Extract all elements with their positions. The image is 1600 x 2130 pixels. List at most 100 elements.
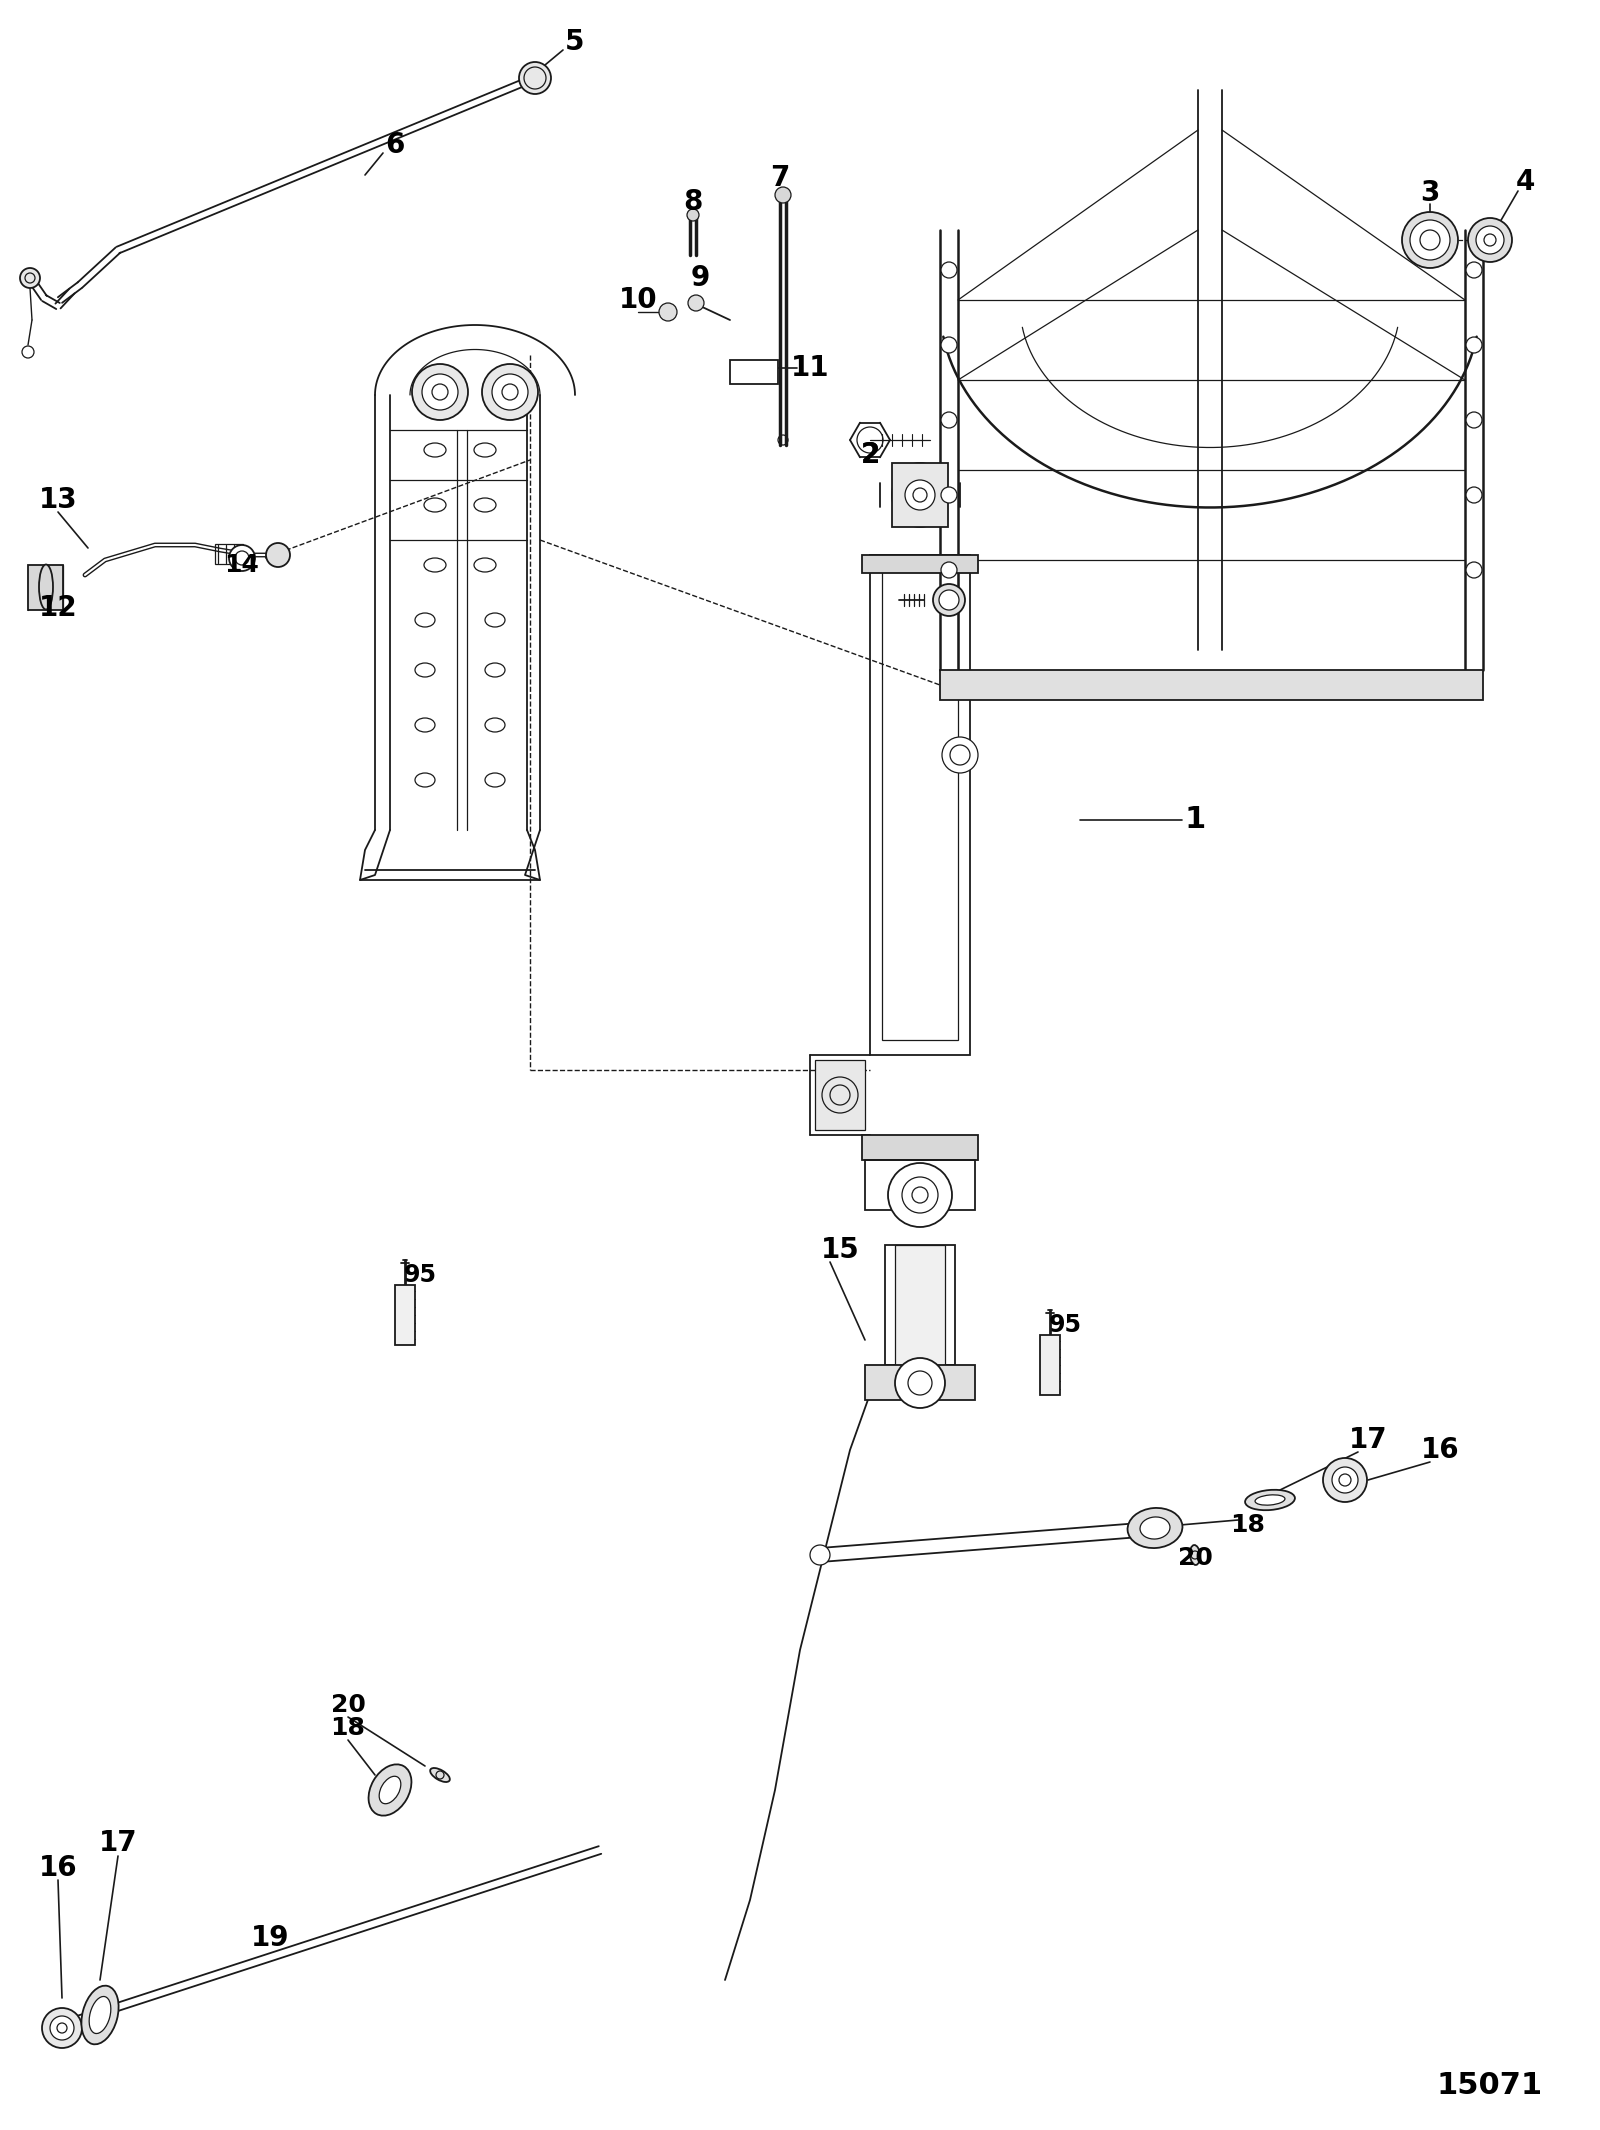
Circle shape [1410, 219, 1450, 260]
Text: 15: 15 [821, 1235, 859, 1263]
Text: 11: 11 [790, 354, 829, 381]
Text: 17: 17 [1349, 1425, 1387, 1455]
Text: 8: 8 [683, 187, 702, 215]
Ellipse shape [414, 718, 435, 733]
Circle shape [941, 562, 957, 577]
Ellipse shape [485, 662, 506, 677]
Ellipse shape [414, 613, 435, 626]
Ellipse shape [1245, 1489, 1294, 1510]
Ellipse shape [414, 773, 435, 786]
Circle shape [518, 62, 550, 94]
Circle shape [19, 268, 40, 288]
Text: 6: 6 [386, 132, 405, 160]
Text: 95: 95 [403, 1263, 437, 1287]
Ellipse shape [379, 1776, 402, 1804]
Circle shape [42, 2009, 82, 2049]
Text: 9: 9 [690, 264, 710, 292]
Ellipse shape [424, 498, 446, 511]
Ellipse shape [485, 613, 506, 626]
Text: 1: 1 [1184, 805, 1206, 835]
Bar [862, 1135, 978, 1161]
Circle shape [1466, 411, 1482, 428]
Text: 12: 12 [38, 594, 77, 622]
Circle shape [1469, 217, 1512, 262]
Circle shape [810, 1544, 830, 1566]
Ellipse shape [82, 1985, 118, 2045]
Text: 18: 18 [1230, 1512, 1266, 1538]
Ellipse shape [485, 773, 506, 786]
Circle shape [1466, 262, 1482, 279]
Circle shape [659, 302, 677, 322]
Text: 14: 14 [224, 554, 259, 577]
Ellipse shape [1190, 1544, 1200, 1566]
Circle shape [774, 187, 790, 202]
Text: 17: 17 [99, 1830, 138, 1857]
Text: 16: 16 [38, 1853, 77, 1883]
Circle shape [54, 2017, 70, 2032]
Text: 20: 20 [1178, 1546, 1213, 1570]
Text: 10: 10 [619, 285, 658, 313]
Bar [862, 556, 978, 573]
Bar [894, 1246, 946, 1365]
Bar [214, 543, 243, 564]
Circle shape [229, 545, 254, 571]
Ellipse shape [1141, 1517, 1170, 1540]
Bar [941, 671, 1483, 701]
Circle shape [894, 1359, 946, 1408]
Ellipse shape [474, 558, 496, 573]
Circle shape [941, 262, 957, 279]
Circle shape [1466, 488, 1482, 503]
Ellipse shape [474, 498, 496, 511]
Text: 13: 13 [38, 486, 77, 513]
Text: 18: 18 [331, 1717, 365, 1740]
Text: 19: 19 [251, 1923, 290, 1951]
Bar [866, 1161, 974, 1210]
Circle shape [942, 737, 978, 773]
Circle shape [941, 411, 957, 428]
Circle shape [686, 209, 699, 222]
Bar [882, 571, 958, 1039]
Circle shape [1466, 337, 1482, 354]
Bar [1040, 1336, 1059, 1395]
Circle shape [266, 543, 290, 567]
Bar [730, 360, 778, 383]
Circle shape [413, 364, 467, 420]
Text: 16: 16 [1421, 1436, 1459, 1463]
Circle shape [906, 479, 934, 509]
Circle shape [482, 364, 538, 420]
Bar [814, 1061, 866, 1131]
Text: 95: 95 [1048, 1312, 1082, 1338]
Text: 7: 7 [770, 164, 790, 192]
Bar [395, 1284, 414, 1344]
Circle shape [493, 375, 528, 409]
Circle shape [939, 590, 958, 609]
Circle shape [688, 294, 704, 311]
Ellipse shape [38, 564, 53, 609]
Circle shape [50, 2015, 74, 2041]
Text: 15071: 15071 [1437, 2070, 1542, 2100]
Bar [885, 1246, 955, 1365]
Ellipse shape [90, 1996, 110, 2034]
Text: 2: 2 [861, 441, 880, 469]
Circle shape [422, 375, 458, 409]
Circle shape [941, 337, 957, 354]
Ellipse shape [368, 1764, 411, 1815]
Ellipse shape [424, 558, 446, 573]
Circle shape [888, 1163, 952, 1227]
Circle shape [1402, 213, 1458, 268]
Ellipse shape [474, 443, 496, 458]
Circle shape [1331, 1468, 1358, 1493]
Circle shape [1475, 226, 1504, 253]
Circle shape [1466, 562, 1482, 577]
Circle shape [1323, 1459, 1366, 1502]
Text: 3: 3 [1421, 179, 1440, 207]
Circle shape [941, 488, 957, 503]
Circle shape [933, 584, 965, 616]
Text: 4: 4 [1515, 168, 1534, 196]
Bar [29, 564, 62, 609]
Ellipse shape [424, 443, 446, 458]
Bar [893, 462, 947, 526]
Bar [866, 1365, 974, 1399]
Ellipse shape [1254, 1495, 1285, 1506]
Bar [870, 556, 970, 1054]
